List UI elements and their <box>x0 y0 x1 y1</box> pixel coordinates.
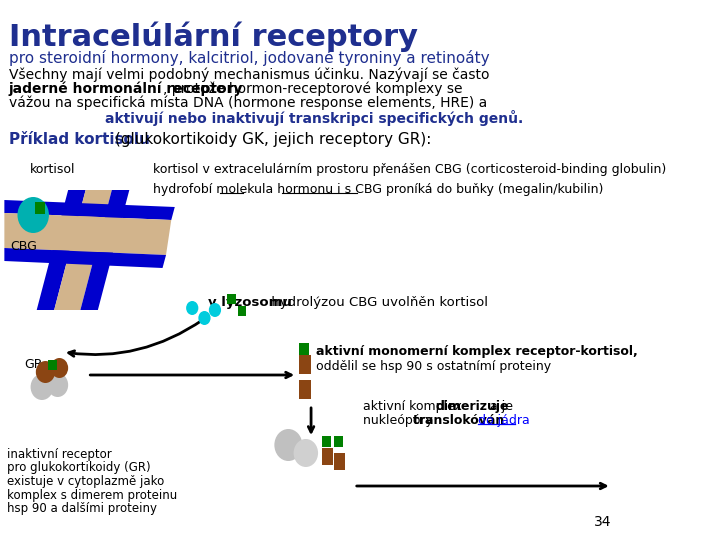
Text: dimerizuje: dimerizuje <box>436 400 509 413</box>
Text: jaderné hormonální receptory: jaderné hormonální receptory <box>9 82 243 97</box>
Circle shape <box>50 358 68 378</box>
Text: hsp 90 a dalšími proteiny: hsp 90 a dalšími proteiny <box>7 502 157 515</box>
Polygon shape <box>4 200 175 220</box>
Text: vážou na specifická místa DNA (hormone response elements, HRE) a: vážou na specifická místa DNA (hormone r… <box>9 96 487 111</box>
Polygon shape <box>4 213 171 255</box>
Text: aktivní komplex: aktivní komplex <box>363 400 466 413</box>
Text: do jádra: do jádra <box>479 414 530 427</box>
Text: translokóván: translokóván <box>413 414 508 427</box>
Circle shape <box>36 361 55 383</box>
Text: hydrolýzou CBG uvolňěn kortisol: hydrolýzou CBG uvolňěn kortisol <box>267 296 488 309</box>
Text: hydrofobí molekula hormonu i s CBG proníká do buňky (megalin/kubilin): hydrofobí molekula hormonu i s CBG proní… <box>153 183 603 196</box>
Bar <box>299 343 310 355</box>
Bar <box>238 306 246 316</box>
Bar <box>48 360 57 370</box>
Text: v lyzosomu: v lyzosomu <box>208 296 292 309</box>
Text: (glukokortikoidy GK, jejich receptory GR):: (glukokortikoidy GK, jejich receptory GR… <box>109 132 431 147</box>
Text: CBG: CBG <box>11 240 37 253</box>
Bar <box>228 294 236 304</box>
Bar <box>299 355 311 374</box>
Circle shape <box>17 197 49 233</box>
Text: existuje v cytoplazmě jako: existuje v cytoplazmě jako <box>7 475 164 488</box>
Text: , protože hormon-receptorové komplexy se: , protože hormon-receptorové komplexy se <box>163 82 462 97</box>
Circle shape <box>294 439 318 467</box>
Text: aktivní monomerní komplex receptor-kortisol,: aktivní monomerní komplex receptor-korti… <box>316 345 638 358</box>
Polygon shape <box>81 190 130 310</box>
Text: GR: GR <box>24 358 43 371</box>
Text: Intracelúlární receptory: Intracelúlární receptory <box>9 22 418 52</box>
Bar <box>334 436 343 447</box>
Text: nukleópóry: nukleópóry <box>363 414 436 427</box>
Text: kortisol v extracelulárním prostoru přenášen CBG (corticosteroid-binding globuli: kortisol v extracelulárním prostoru přen… <box>153 163 666 176</box>
Text: pro glukokortikoidy (GR): pro glukokortikoidy (GR) <box>7 462 150 475</box>
Polygon shape <box>37 190 86 310</box>
Text: a je: a je <box>486 400 513 413</box>
Circle shape <box>209 303 221 317</box>
Polygon shape <box>4 248 166 268</box>
Text: oddělil se hsp 90 s ostatnímí proteiny: oddělil se hsp 90 s ostatnímí proteiny <box>316 360 552 373</box>
Text: komplex s dimerem proteinu: komplex s dimerem proteinu <box>7 489 177 502</box>
Bar <box>35 202 45 214</box>
Text: Příklad kortisolu: Příklad kortisolu <box>9 132 150 147</box>
Polygon shape <box>54 190 112 310</box>
Text: pro steroidní hormony, kalcitriol, jodované tyroniny a retinoáty: pro steroidní hormony, kalcitriol, jodov… <box>9 50 490 66</box>
Text: inaktivní receptor: inaktivní receptor <box>7 448 112 461</box>
Circle shape <box>30 374 53 400</box>
Bar <box>322 436 331 447</box>
Circle shape <box>48 373 68 397</box>
Bar <box>299 380 311 399</box>
Circle shape <box>186 301 198 315</box>
Text: aktivují nebo inaktivují transkripci specifických genů.: aktivují nebo inaktivují transkripci spe… <box>105 110 523 126</box>
Bar <box>322 448 333 465</box>
Text: 34: 34 <box>594 515 612 529</box>
Text: Všechny mají velmi podobný mechanismus účinku. Nazývají se často: Všechny mají velmi podobný mechanismus ú… <box>9 68 489 83</box>
Text: kortisol: kortisol <box>30 163 75 176</box>
Bar <box>334 453 345 470</box>
Circle shape <box>198 311 210 325</box>
Circle shape <box>274 429 302 461</box>
